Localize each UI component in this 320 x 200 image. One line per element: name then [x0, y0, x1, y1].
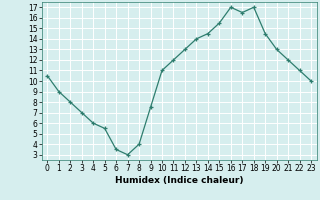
X-axis label: Humidex (Indice chaleur): Humidex (Indice chaleur): [115, 176, 244, 185]
